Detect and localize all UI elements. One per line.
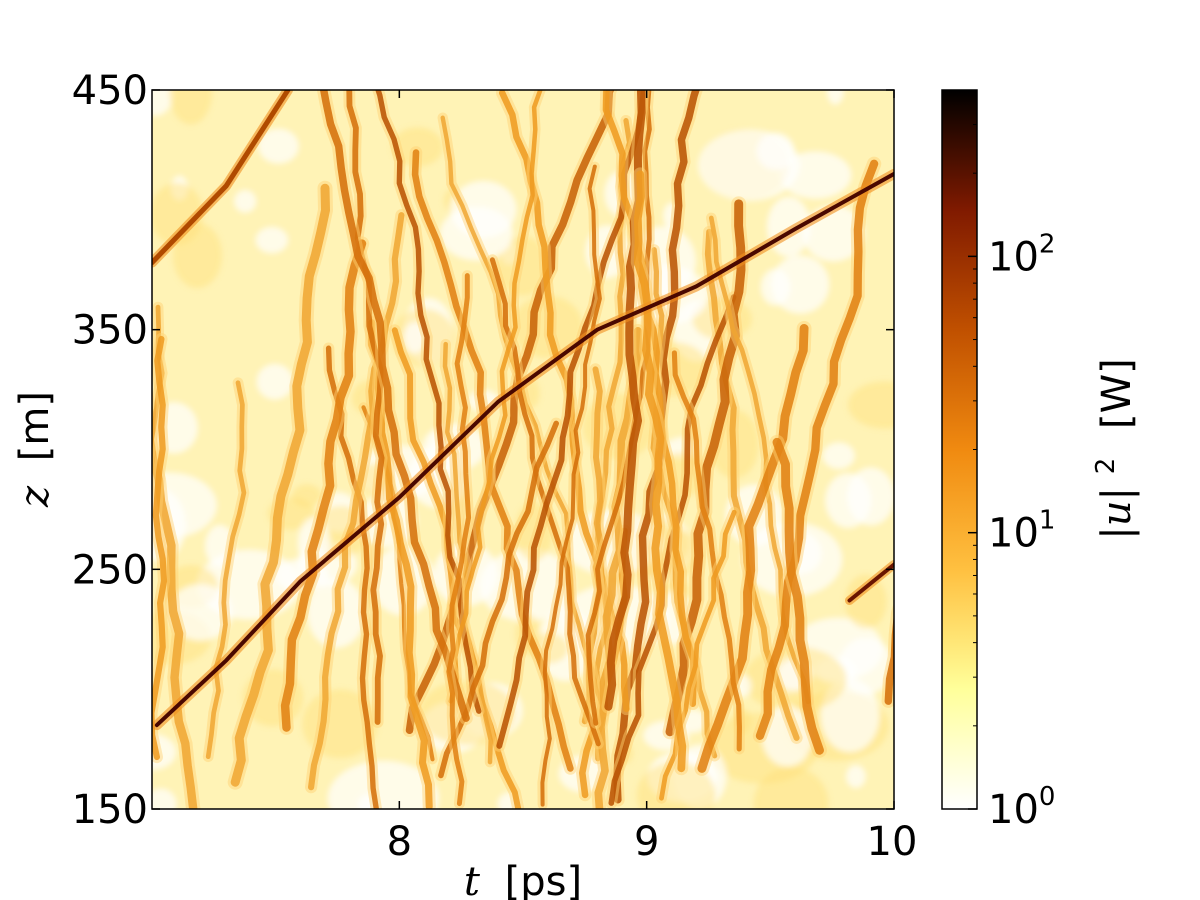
y-tick-label: 250: [72, 547, 148, 593]
heatmap-features: [152, 90, 894, 731]
upper-diagonal-ridge: [152, 90, 291, 266]
colorbar-tick-label: 100: [988, 782, 1055, 833]
heatmap-area: [151, 89, 895, 810]
plot-frame: [151, 89, 895, 810]
colorbar-tick-label: 101: [988, 506, 1055, 557]
secondary-soliton-trace: [847, 562, 894, 603]
colorbar-gradient: [942, 90, 977, 809]
colorbar-tick-label: 102: [988, 229, 1055, 280]
y-axis-label: z [m]: [12, 391, 58, 508]
dominant-soliton-trace: [154, 171, 894, 728]
colorbar-label-var: |u|: [1094, 487, 1140, 540]
y-tick-label: 450: [72, 68, 148, 114]
colorbar: 100 101 102 |u| 2 [W]: [941, 89, 1140, 833]
colorbar-label-unit: [W]: [1094, 358, 1140, 429]
x-axis-label-var: t: [464, 859, 481, 900]
x-axis: 8 9 10: [387, 90, 918, 865]
x-tick-label: 10: [867, 819, 918, 865]
y-tick-label: 350: [72, 308, 148, 354]
x-axis-label: t [ps]: [464, 859, 582, 900]
heatmap-streaks: [152, 90, 894, 809]
x-axis-label-unit: [ps]: [505, 859, 582, 900]
colorbar-label-exp: 2: [1091, 458, 1121, 475]
x-tick-label: 8: [387, 819, 412, 865]
colorbar-label: |u| 2 [W]: [1078, 358, 1140, 539]
x-tick-label: 9: [634, 819, 659, 865]
y-axis-label-var: z: [12, 485, 58, 508]
colorbar-ticks: 100 101 102: [968, 89, 1055, 833]
y-tick-label: 150: [72, 787, 148, 833]
y-axis: 150 250 350 450: [72, 68, 894, 833]
y-axis-label-unit: [m]: [12, 391, 58, 461]
